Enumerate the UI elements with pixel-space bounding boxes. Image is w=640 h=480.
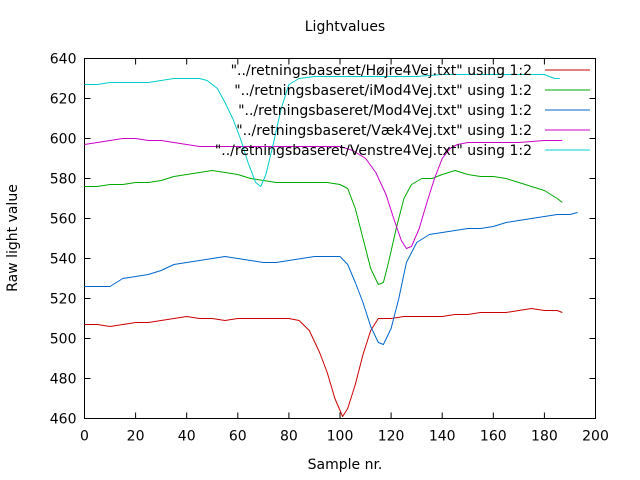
y-tick-label: 460 [50,412,77,428]
x-tick-label: 0 [80,429,89,445]
y-tick-label: 480 [50,372,77,388]
y-tick-label: 520 [50,292,77,308]
x-tick-label: 160 [480,429,507,445]
x-tick-label: 140 [429,429,456,445]
y-tick-label: 620 [50,92,77,108]
series-line-3 [84,212,578,345]
y-tick-label: 500 [50,332,77,348]
legend-label: "../retningsbaseret/Højre4Vej.txt" using… [231,63,532,79]
series-line-5 [84,74,560,187]
series-line-1 [84,308,563,417]
x-tick-label: 20 [127,429,145,445]
x-tick-label: 200 [582,429,609,445]
y-axis-label: Raw light value [5,184,21,292]
legend-label: "../retningsbaseret/Væk4Vej.txt" using 1… [236,123,532,139]
x-tick-label: 100 [327,429,354,445]
axes: 0 20 40 60 80 100 120 140 160 180 200 460 480 500 520 5… [50,52,609,445]
y-tick-label: 580 [50,172,77,188]
series-lines [84,74,578,417]
y-tick-label: 600 [50,132,77,148]
series-line-2 [84,170,563,285]
legend-label: "../retningsbaseret/iMod4Vej.txt" using … [234,83,532,99]
x-tick-label: 40 [178,429,196,445]
x-tick-label: 120 [378,429,405,445]
y-tick-label: 540 [50,252,77,268]
series-line-4 [84,138,563,249]
y-tick-label: 560 [50,212,77,228]
x-tick-label: 60 [229,429,247,445]
legend: "../retningsbaseret/Højre4Vej.txt" using… [215,63,590,159]
legend-label: "../retningsbaseret/Mod4Vej.txt" using 1… [238,103,532,119]
chart-title: Lightvalues [305,19,385,35]
x-tick-label: 180 [531,429,558,445]
x-tick-label: 80 [280,429,298,445]
y-tick-label: 640 [50,52,77,68]
x-axis-label: Sample nr. [308,457,383,473]
legend-label: "../retningsbaseret/Venstre4Vej.txt" usi… [215,143,532,159]
